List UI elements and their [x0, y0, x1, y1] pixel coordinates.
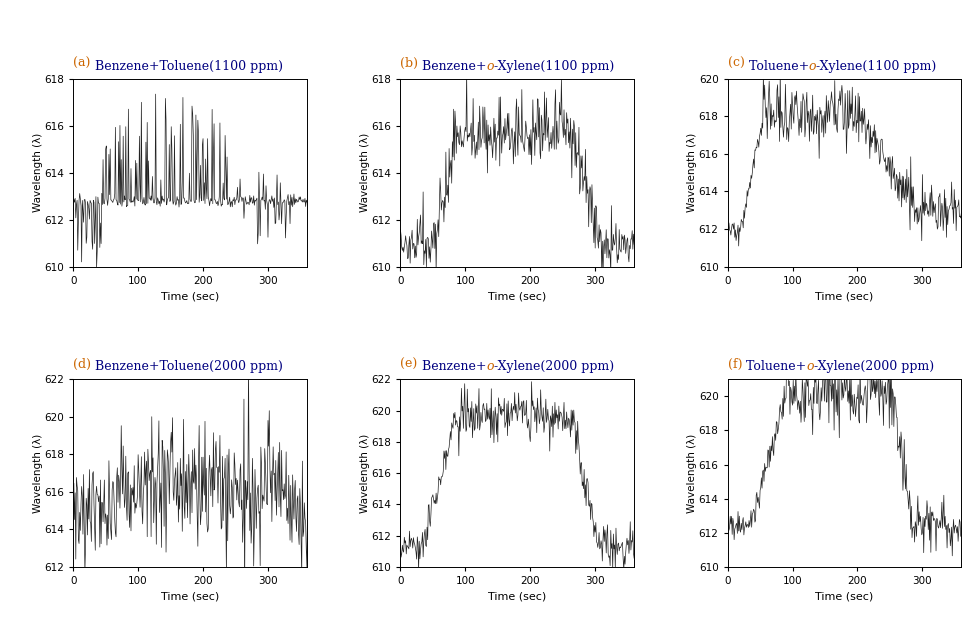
Text: (b): (b) [400, 57, 419, 71]
Text: -Xylene(2000 ppm): -Xylene(2000 ppm) [814, 360, 934, 373]
X-axis label: Time (sec): Time (sec) [488, 291, 547, 301]
Text: o: o [809, 60, 816, 72]
Text: o: o [806, 360, 814, 373]
Y-axis label: Wavelength (λ): Wavelength (λ) [33, 433, 43, 513]
Text: Toluene+: Toluene+ [742, 360, 806, 373]
Text: Benzene+: Benzene+ [418, 360, 486, 373]
Y-axis label: Wavelength (λ): Wavelength (λ) [360, 133, 370, 212]
Text: o: o [487, 60, 495, 72]
Text: -Xylene(1100 ppm): -Xylene(1100 ppm) [495, 60, 615, 72]
Text: (e): (e) [400, 358, 418, 371]
Y-axis label: Wavelength (λ): Wavelength (λ) [687, 133, 697, 212]
Text: (d): (d) [73, 358, 91, 371]
Text: (c): (c) [728, 57, 745, 71]
X-axis label: Time (sec): Time (sec) [815, 592, 874, 602]
Y-axis label: Wavelength (λ): Wavelength (λ) [360, 433, 370, 513]
Text: -Xylene(2000 ppm): -Xylene(2000 ppm) [494, 360, 614, 373]
X-axis label: Time (sec): Time (sec) [161, 592, 220, 602]
Y-axis label: Wavelength (λ): Wavelength (λ) [33, 133, 43, 212]
Text: Benzene+: Benzene+ [419, 60, 487, 72]
Text: o: o [486, 360, 494, 373]
Text: (a): (a) [73, 57, 91, 71]
X-axis label: Time (sec): Time (sec) [161, 291, 220, 301]
Y-axis label: Wavelength (λ): Wavelength (λ) [687, 433, 697, 513]
Text: Benzene+Toluene(1100 ppm): Benzene+Toluene(1100 ppm) [91, 60, 283, 72]
Text: Benzene+Toluene(2000 ppm): Benzene+Toluene(2000 ppm) [91, 360, 283, 373]
Text: (f): (f) [728, 358, 742, 371]
X-axis label: Time (sec): Time (sec) [488, 592, 547, 602]
X-axis label: Time (sec): Time (sec) [815, 291, 874, 301]
Text: -Xylene(1100 ppm): -Xylene(1100 ppm) [816, 60, 937, 72]
Text: Toluene+: Toluene+ [745, 60, 809, 72]
